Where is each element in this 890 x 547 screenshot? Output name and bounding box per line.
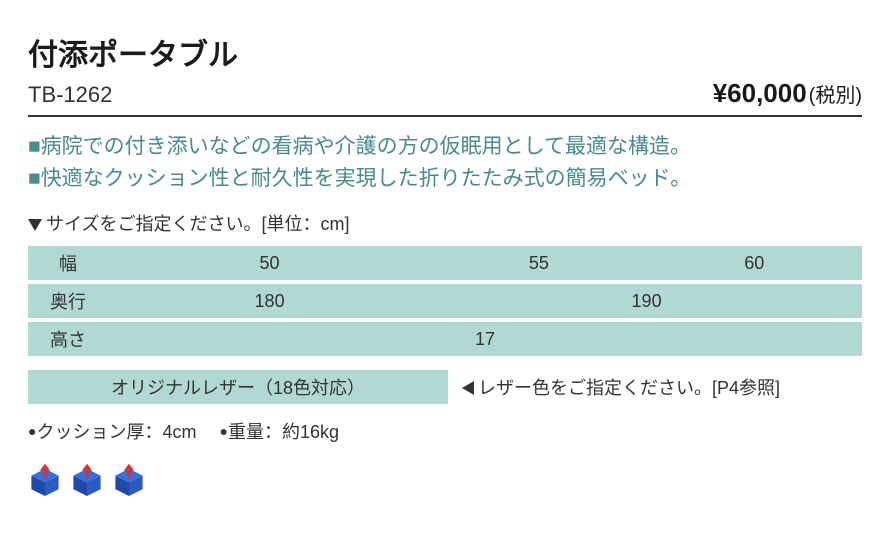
row-label: 高さ (28, 322, 108, 356)
specs-line: ●クッション厚：4cm ●重量：約16kg (28, 418, 862, 444)
leather-note: レザー色をご指定ください。[P4参照] (462, 374, 780, 400)
price: ¥60,000 (713, 78, 807, 109)
weight-value: 約16kg (282, 422, 339, 442)
package-icon (70, 462, 104, 496)
dot-icon: ● (220, 423, 228, 439)
size-cell: 180 (108, 284, 431, 318)
model-number: TB-1262 (28, 82, 112, 108)
size-prompt-text: サイズをご指定ください。[単位：cm] (46, 214, 349, 234)
size-prompt: サイズをご指定ください。[単位：cm] (28, 210, 862, 236)
leather-note-text: レザー色をご指定ください。[P4参照] (478, 378, 780, 398)
size-cell: 60 (647, 246, 862, 280)
triangle-left-icon (462, 381, 474, 395)
table-row: 高さ 17 (28, 322, 862, 356)
price-block: ¥60,000 (税別) (713, 78, 862, 109)
package-icon (112, 462, 146, 496)
row-label: 奥行 (28, 284, 108, 318)
product-name: 付添ポータブル (28, 30, 238, 74)
table-row: 幅 50 55 60 (28, 246, 862, 280)
size-cell: 190 (431, 284, 862, 318)
triangle-down-icon (28, 219, 42, 231)
row-label: 幅 (28, 246, 108, 280)
tax-note: (税別) (809, 79, 862, 108)
feature-text: 病院での付き添いなどの看病や介護の方の仮眠用として最適な構造。 (41, 135, 691, 158)
cushion-label: クッション厚： (36, 422, 162, 442)
feature-item: ■快適なクッション性と耐久性を実現した折りたたみ式の簡易ベッド。 (28, 163, 862, 195)
size-table: 幅 50 55 60 奥行 180 190 高さ 17 (28, 242, 862, 360)
table-row: 奥行 180 190 (28, 284, 862, 318)
square-bullet-icon: ■ (28, 167, 41, 190)
feature-item: ■病院での付き添いなどの看病や介護の方の仮眠用として最適な構造。 (28, 131, 862, 163)
square-bullet-icon: ■ (28, 135, 41, 158)
cushion-value: 4cm (162, 422, 196, 442)
size-cell: 55 (431, 246, 646, 280)
weight-label: 重量： (228, 422, 282, 442)
feature-text: 快適なクッション性と耐久性を実現した折りたたみ式の簡易ベッド。 (41, 167, 692, 190)
leather-row: オリジナルレザー（18色対応） レザー色をご指定ください。[P4参照] (28, 370, 862, 404)
leather-label: オリジナルレザー（18色対応） (28, 370, 448, 404)
feature-list: ■病院での付き添いなどの看病や介護の方の仮眠用として最適な構造。 ■快適なクッシ… (28, 131, 862, 194)
package-icons (28, 462, 862, 496)
size-cell: 17 (108, 322, 862, 356)
package-icon (28, 462, 62, 496)
size-cell: 50 (108, 246, 431, 280)
